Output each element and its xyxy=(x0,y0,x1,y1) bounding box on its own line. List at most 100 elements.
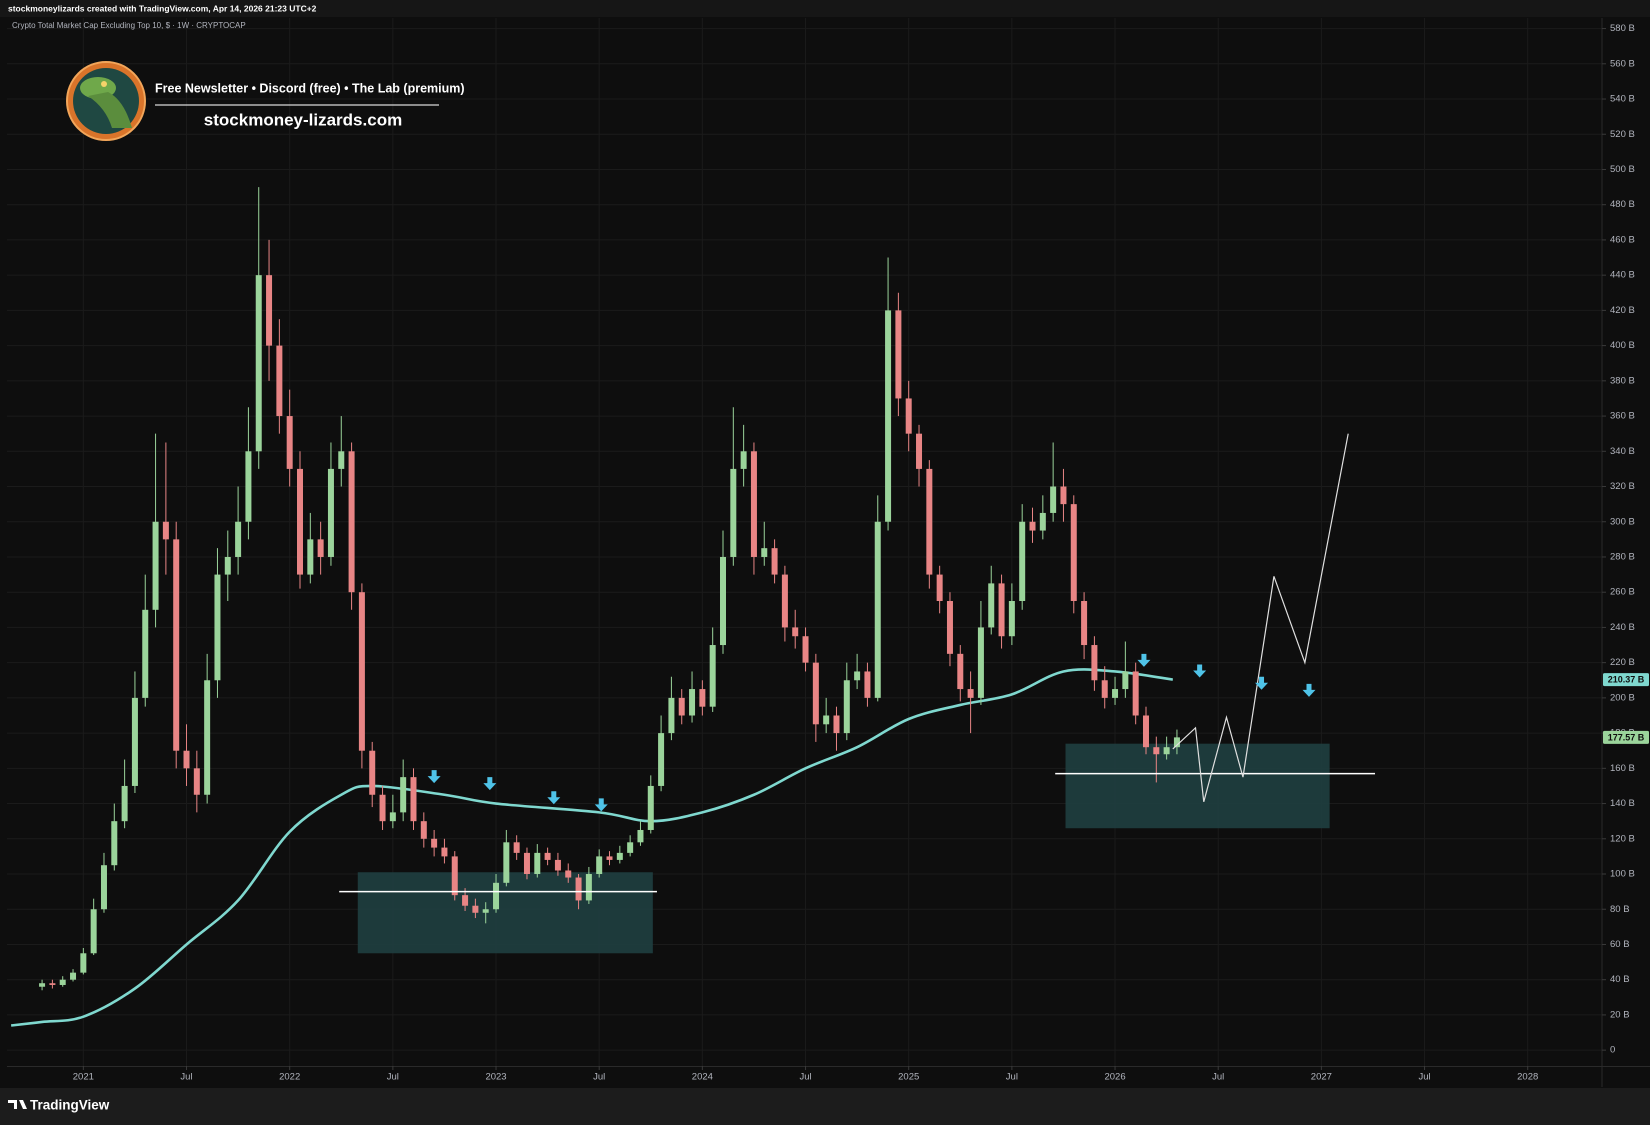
candle-body xyxy=(843,680,850,734)
candle-body xyxy=(771,548,778,575)
y-tick-label: 440 B xyxy=(1610,270,1635,281)
candle-body xyxy=(1081,601,1088,646)
candle-body xyxy=(1070,504,1077,602)
candle-body xyxy=(616,852,623,860)
x-tick-label: Jul xyxy=(387,1072,399,1083)
y-tick-label: 300 B xyxy=(1610,516,1635,527)
zone xyxy=(1065,743,1330,829)
candle-body xyxy=(369,750,376,795)
x-tick-label: 2028 xyxy=(1517,1072,1538,1083)
candle-body xyxy=(472,905,479,913)
x-tick-label: Jul xyxy=(180,1072,192,1083)
candle-body xyxy=(658,733,665,786)
banner: Free Newsletter • Discord (free) • The L… xyxy=(66,61,465,141)
candle-body xyxy=(451,856,458,896)
arrow xyxy=(1255,676,1269,690)
y-tick-label: 160 B xyxy=(1610,763,1635,774)
price-label: 210.37 B xyxy=(1608,674,1645,684)
candle-body xyxy=(585,874,592,901)
candle-body xyxy=(276,345,283,417)
candle-body xyxy=(781,574,788,628)
candle-body xyxy=(493,882,500,910)
candle-body xyxy=(338,451,345,469)
x-tick-label: 2026 xyxy=(1104,1072,1125,1083)
y-tick-label: 540 B xyxy=(1610,94,1635,105)
candle-body xyxy=(967,689,974,698)
candle-body xyxy=(740,451,747,469)
y-tick-label: 100 B xyxy=(1610,869,1635,880)
candle-body xyxy=(647,785,654,830)
candle-body xyxy=(946,601,953,654)
y-tick-label: 580 B xyxy=(1610,23,1635,34)
candle-body xyxy=(183,750,190,769)
y-tick-label: 380 B xyxy=(1610,375,1635,386)
candle-body xyxy=(823,715,830,725)
candle-body xyxy=(1173,737,1180,748)
candle-body xyxy=(111,821,118,866)
candle-body xyxy=(214,574,221,681)
candle-body xyxy=(379,794,386,822)
candle-body xyxy=(1142,715,1149,748)
candle-body xyxy=(885,310,892,522)
candle-body xyxy=(49,983,56,985)
candle-body xyxy=(1122,671,1129,690)
footer-bar xyxy=(0,1088,1650,1125)
arrow xyxy=(483,777,497,791)
candle-body xyxy=(431,838,438,848)
candle-body xyxy=(420,821,427,839)
candle-body xyxy=(131,697,138,786)
candle-body xyxy=(988,583,995,628)
arrow xyxy=(1193,664,1207,678)
candle-body xyxy=(121,785,128,822)
candle-body xyxy=(441,847,448,857)
arrow xyxy=(427,770,441,784)
y-tick-label: 0 xyxy=(1610,1045,1615,1056)
x-tick-label: 2025 xyxy=(898,1072,919,1083)
moving-average xyxy=(10,668,1174,1027)
x-tick-label: 2021 xyxy=(73,1072,94,1083)
candle-body xyxy=(833,715,840,734)
candle-body xyxy=(792,627,799,637)
y-tick-label: 460 B xyxy=(1610,234,1635,245)
y-tick-label: 240 B xyxy=(1610,622,1635,633)
candle-body xyxy=(513,842,520,853)
y-tick-label: 500 B xyxy=(1610,164,1635,175)
plot-area xyxy=(10,187,1376,1027)
candle-body xyxy=(1050,486,1057,513)
candle-body xyxy=(462,895,469,906)
candle-body xyxy=(348,451,355,593)
candle-body xyxy=(936,574,943,602)
y-tick-label: 280 B xyxy=(1610,551,1635,562)
candle-body xyxy=(400,777,407,813)
candle-body xyxy=(193,768,200,795)
banner-site: stockmoney-lizards.com xyxy=(204,110,402,129)
grid xyxy=(7,18,1602,1066)
candle-body xyxy=(554,859,561,871)
candle-body xyxy=(854,671,861,681)
candle-body xyxy=(637,829,644,843)
y-tick-label: 20 B xyxy=(1610,1009,1630,1020)
avatar-body xyxy=(88,92,132,128)
candle-body xyxy=(1019,521,1026,602)
header-bar xyxy=(0,0,1650,17)
candle-body xyxy=(678,697,685,716)
y-tick-label: 200 B xyxy=(1610,692,1635,703)
candle-body xyxy=(503,842,510,883)
candle-body xyxy=(1112,689,1119,698)
x-tick-label: Jul xyxy=(1006,1072,1018,1083)
candle-body xyxy=(627,842,634,853)
x-tick-label: Jul xyxy=(1418,1072,1430,1083)
y-tick-label: 140 B xyxy=(1610,798,1635,809)
y-tick-label: 560 B xyxy=(1610,58,1635,69)
candle-body xyxy=(307,539,314,575)
candle-body xyxy=(59,979,66,985)
candle-body xyxy=(286,416,293,469)
tradingview-logo-mark xyxy=(8,1100,27,1109)
candle-body xyxy=(802,636,809,663)
y-tick-label: 60 B xyxy=(1610,939,1630,950)
candle-body xyxy=(235,521,242,557)
candle-body xyxy=(977,627,984,698)
